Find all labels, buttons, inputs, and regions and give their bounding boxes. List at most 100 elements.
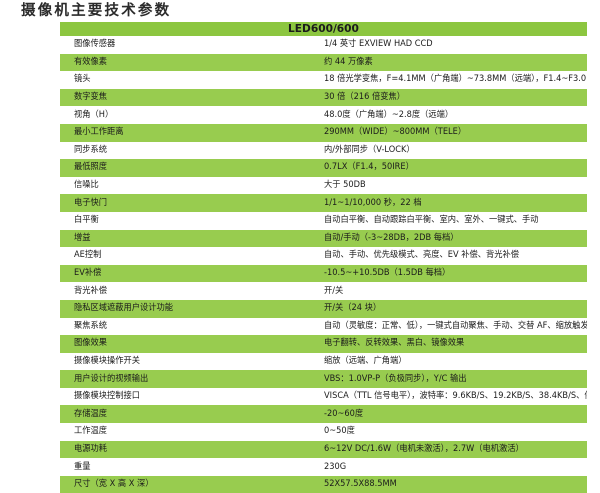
spec-label-cell: 最低照度 bbox=[60, 159, 324, 177]
spec-label-cell: 用户设计的视频输出 bbox=[60, 370, 324, 388]
table-row: 白平衡 自动白平衡、自动跟踪白平衡、室内、室外、一键式、手动 bbox=[60, 211, 587, 230]
spec-label: 增益 bbox=[74, 232, 91, 243]
spec-label: 同步系统 bbox=[74, 144, 108, 155]
spec-value: 30 倍（216 倍变焦） bbox=[323, 92, 405, 103]
spec-label-cell: 视角（H） bbox=[60, 106, 324, 124]
spec-label-cell: 信噪比 bbox=[60, 176, 324, 195]
spec-value: 开/关（24 块） bbox=[323, 303, 381, 314]
spec-label-cell: 重量 bbox=[60, 458, 324, 476]
table-row: 用户设计的视频输出 VBS：1.0VP-P（负极同步），Y/C 输出 bbox=[60, 370, 587, 388]
spec-value-cell: 约 44 万像素 bbox=[323, 53, 587, 72]
spec-label-cell: 工作温度 bbox=[60, 423, 324, 441]
spec-value-cell: 48.0度（广角端）~2.8度（远端） bbox=[323, 106, 587, 124]
table-row: 电子快门 1/1~1/10,000 秒，22 档 bbox=[60, 194, 587, 212]
spec-label: 摄像模块控制接口 bbox=[74, 391, 141, 402]
spec-label: 电源功耗 bbox=[74, 443, 108, 454]
spec-value-cell: 0~50度 bbox=[323, 423, 587, 441]
spec-value-cell: 电子翻转、反转效果、黑白、镜像效果 bbox=[323, 335, 587, 353]
spec-table-body: LED600/600 图像传感器 1/4 英寸 EXVIEW HAD CCD 有效像… bbox=[60, 22, 587, 493]
spec-value-cell: VBS：1.0VP-P（负极同步），Y/C 输出 bbox=[323, 370, 587, 388]
table-row: EV补偿 -10.5~+10.5DB（1.5DB 每档） bbox=[60, 264, 587, 283]
spec-value: 开/关 bbox=[323, 285, 343, 296]
spec-label: EV补偿 bbox=[74, 268, 102, 279]
table-row: 最低照度 0.7LX（F1.4，50IRE） bbox=[60, 159, 587, 177]
spec-label: 电子快门 bbox=[74, 197, 108, 208]
spec-label-cell: 电子快门 bbox=[60, 194, 324, 212]
spec-value-cell: 内/外部同步（V-LOCK） bbox=[323, 141, 587, 160]
table-row: 增益 自动/手动（-3~28DB，2DB 每档） bbox=[60, 229, 587, 248]
spec-value: VBS：1.0VP-P（负极同步），Y/C 输出 bbox=[323, 373, 466, 384]
spec-label: 重量 bbox=[74, 461, 91, 472]
spec-label-cell: EV补偿 bbox=[60, 264, 324, 283]
spec-label: 存储温度 bbox=[74, 408, 108, 419]
spec-label: AE控制 bbox=[74, 250, 102, 261]
spec-value: 230G bbox=[323, 461, 346, 472]
spec-value: -20~60度 bbox=[323, 408, 363, 419]
table-row: AE控制 自动、手动、优先级模式、亮度、EV 补偿、背光补偿 bbox=[60, 247, 587, 265]
table-row: 视角（H） 48.0度（广角端）~2.8度（远端） bbox=[60, 106, 587, 124]
page-title: 摄像机主要技术参数 bbox=[21, 3, 172, 19]
spec-value: 0~50度 bbox=[323, 426, 355, 437]
spec-value: 6~12V DC/1.6W（电机未激活），2.7W（电机激活） bbox=[323, 443, 524, 454]
spec-label-cell: 聚焦系统 bbox=[60, 317, 324, 336]
spec-value-cell: 自动、手动、优先级模式、亮度、EV 补偿、背光补偿 bbox=[323, 247, 587, 265]
spec-label: 尺寸（宽 X 高 X 深） bbox=[74, 479, 154, 490]
spec-label: 聚焦系统 bbox=[74, 320, 108, 331]
spec-label-cell: 镜头 bbox=[60, 71, 324, 89]
spec-label: 图像传感器 bbox=[74, 39, 116, 50]
spec-value: 0.7LX（F1.4，50IRE） bbox=[323, 162, 414, 173]
spec-label-cell: 图像传感器 bbox=[60, 36, 324, 54]
spec-value: 290MM（WIDE）~800MM（TELE） bbox=[323, 127, 466, 138]
table-row: 重量 230G bbox=[60, 458, 587, 476]
camera-spec-table: LED600/600 图像传感器 1/4 英寸 EXVIEW HAD CCD 有效像… bbox=[60, 22, 587, 493]
spec-value: 约 44 万像素 bbox=[323, 56, 373, 67]
spec-label-cell: 数字变焦 bbox=[60, 88, 324, 107]
table-row: 图像传感器 1/4 英寸 EXVIEW HAD CCD bbox=[60, 36, 587, 54]
table-header-title: LED600/600 bbox=[60, 22, 587, 36]
spec-value: 大于 50DB bbox=[323, 180, 366, 191]
spec-label-cell: 增益 bbox=[60, 229, 324, 248]
spec-label: 数字变焦 bbox=[74, 92, 108, 103]
spec-value: 自动白平衡、自动跟踪白平衡、室内、室外、一键式、手动 bbox=[323, 215, 539, 226]
spec-value: 自动（灵敏度：正常、低），一键式自动聚焦、手动、交替 AF、缩放触发 AF bbox=[323, 320, 588, 331]
spec-value: 1/4 英寸 EXVIEW HAD CCD bbox=[323, 39, 433, 50]
spec-value-cell: 290MM（WIDE）~800MM（TELE） bbox=[323, 123, 587, 142]
spec-value-cell: 缩放（远端、广角端） bbox=[323, 352, 587, 371]
spec-value-cell: 开/关（24 块） bbox=[323, 299, 587, 318]
spec-value-cell: -20~60度 bbox=[323, 405, 587, 424]
spec-value-cell: 230G bbox=[323, 458, 587, 476]
spec-value-cell: 52X57.5X88.5MM bbox=[323, 475, 587, 493]
spec-value: 电子翻转、反转效果、黑白、镜像效果 bbox=[323, 338, 464, 349]
table-row: 摄像模块操作开关 缩放（远端、广角端） bbox=[60, 352, 587, 371]
spec-label-cell: 背光补偿 bbox=[60, 282, 324, 300]
spec-label-cell: 白平衡 bbox=[60, 211, 324, 230]
spec-label: 最小工作距离 bbox=[74, 127, 124, 138]
spec-label: 隐私区域遮蔽用户设计功能 bbox=[74, 303, 174, 314]
table-row: 信噪比 大于 50DB bbox=[60, 176, 587, 195]
spec-value-cell: 1/4 英寸 EXVIEW HAD CCD bbox=[323, 36, 587, 54]
table-row: 摄像模块控制接口 VISCA（TTL 信号电平），波特率：9.6KB/S、19.2… bbox=[60, 387, 587, 406]
spec-value-cell: 大于 50DB bbox=[323, 176, 587, 195]
spec-label-cell: 电源功耗 bbox=[60, 440, 324, 459]
spec-value: 自动、手动、优先级模式、亮度、EV 补偿、背光补偿 bbox=[323, 250, 519, 261]
spec-value: 自动/手动（-3~28DB，2DB 每档） bbox=[323, 232, 459, 243]
spec-value-cell: 0.7LX（F1.4，50IRE） bbox=[323, 159, 587, 177]
table-row: 有效像素 约 44 万像素 bbox=[60, 53, 587, 72]
table-row: 数字变焦 30 倍（216 倍变焦） bbox=[60, 88, 587, 107]
spec-value: 1/1~1/10,000 秒，22 档 bbox=[323, 197, 422, 208]
spec-value-cell: 30 倍（216 倍变焦） bbox=[323, 88, 587, 107]
table-row: 同步系统 内/外部同步（V-LOCK） bbox=[60, 141, 587, 160]
spec-label: 最低照度 bbox=[74, 162, 108, 173]
spec-label: 背光补偿 bbox=[74, 285, 108, 296]
spec-label-cell: 同步系统 bbox=[60, 141, 324, 160]
spec-label-cell: AE控制 bbox=[60, 247, 324, 265]
spec-label: 白平衡 bbox=[74, 215, 99, 226]
table-row: 电源功耗 6~12V DC/1.6W（电机未激活），2.7W（电机激活） bbox=[60, 440, 587, 459]
spec-value-cell: -10.5~+10.5DB（1.5DB 每档） bbox=[323, 264, 587, 283]
spec-label-cell: 图像效果 bbox=[60, 335, 324, 353]
table-row: 工作温度 0~50度 bbox=[60, 423, 587, 441]
spec-value-cell: 1/1~1/10,000 秒，22 档 bbox=[323, 194, 587, 212]
spec-label-cell: 摄像模块控制接口 bbox=[60, 387, 324, 406]
spec-label-cell: 摄像模块操作开关 bbox=[60, 352, 324, 371]
spec-label-cell: 存储温度 bbox=[60, 405, 324, 424]
